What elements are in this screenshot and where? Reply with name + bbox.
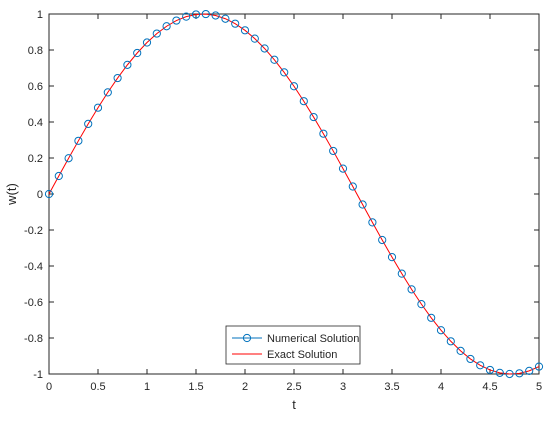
- numerical-solution-point: [133, 48, 142, 58]
- numerical-solution-point: [466, 354, 475, 364]
- numerical-solution-point: [319, 129, 328, 138]
- numerical-solution-point: [348, 182, 357, 191]
- numerical-solution-point: [152, 29, 161, 38]
- numerical-solution-point: [456, 346, 465, 355]
- numerical-solution-point: [74, 136, 83, 145]
- numerical-solution-point: [515, 369, 524, 378]
- numerical-solution-point: [231, 19, 240, 28]
- x-tick-label: 1.5: [188, 381, 203, 393]
- numerical-solution-point: [397, 269, 406, 278]
- numerical-solution-point: [299, 97, 308, 106]
- numerical-solution-point: [172, 16, 181, 25]
- numerical-solution-point: [378, 235, 387, 245]
- y-tick-label: -0.8: [24, 333, 43, 345]
- numerical-solution-point: [84, 119, 93, 129]
- numerical-solution-point: [309, 112, 318, 122]
- x-tick-label: 0.5: [90, 381, 105, 393]
- x-tick-label: 4: [438, 381, 444, 393]
- numerical-solution-point: [289, 82, 299, 91]
- numerical-solution-point: [368, 218, 377, 227]
- numerical-solution-point: [201, 9, 210, 19]
- numerical-solution-point: [338, 164, 348, 173]
- numerical-solution-point: [64, 154, 73, 163]
- numerical-solution-point: [525, 366, 534, 375]
- numerical-solution-point: [142, 38, 152, 47]
- x-tick-label: 0: [46, 381, 52, 393]
- y-axis-label: w(t): [4, 183, 19, 206]
- numerical-solution-point: [417, 300, 426, 309]
- y-tick-label: -0.6: [24, 297, 43, 309]
- exact-solution-line: [48, 13, 540, 375]
- y-tick-label: 1: [37, 9, 43, 21]
- numerical-solution-point: [103, 88, 112, 97]
- legend-marker-numerical: [242, 333, 252, 343]
- numerical-solution-point: [476, 361, 485, 370]
- y-tick-label: 0.8: [28, 45, 43, 57]
- numerical-solution-point: [495, 368, 504, 377]
- numerical-solution-point: [505, 369, 514, 379]
- numerical-solution-point: [446, 337, 455, 346]
- numerical-solution-point: [358, 200, 367, 209]
- x-tick-label: 4.5: [482, 381, 497, 393]
- x-tick-label: 2.5: [286, 381, 301, 393]
- numerical-solution-point: [534, 362, 544, 371]
- numerical-solution-point: [162, 22, 171, 31]
- numerical-solution-point: [260, 44, 269, 53]
- numerical-solution-point: [329, 146, 338, 156]
- x-axis-label: t: [292, 397, 296, 412]
- numerical-solution-point: [191, 10, 201, 19]
- x-tick-label: 5: [536, 381, 542, 393]
- numerical-solution-point: [485, 365, 495, 375]
- y-tick-label: 0.6: [28, 81, 43, 93]
- y-tick-label: -0.2: [24, 225, 43, 237]
- y-tick-label: -0.4: [24, 261, 43, 273]
- legend-box: [225, 325, 361, 365]
- x-tick-label: 3: [340, 381, 346, 393]
- numerical-solution-point: [280, 68, 289, 77]
- numerical-solution-point: [407, 285, 416, 294]
- numerical-solution-point: [221, 14, 230, 23]
- numerical-solution-point: [436, 326, 446, 335]
- numerical-solution-point: [427, 313, 436, 322]
- legend-label-exact: Exact Solution: [267, 349, 337, 361]
- numerical-solution-point: [270, 55, 279, 64]
- plot-area: [44, 9, 544, 379]
- y-tick-label: 0.4: [28, 117, 43, 129]
- numerical-solution-point: [240, 26, 250, 35]
- numerical-solution-point: [93, 103, 103, 112]
- legend-label-numerical: Numerical Solution: [267, 333, 359, 345]
- legend: Numerical Solution Exact Solution: [225, 325, 361, 365]
- numerical-solution-point: [123, 60, 132, 69]
- y-tick-label: 0: [37, 189, 43, 201]
- x-tick-label: 3.5: [384, 381, 399, 393]
- numerical-solution-point: [54, 171, 63, 181]
- numerical-solution-point: [211, 11, 220, 20]
- plot-box: [48, 13, 540, 375]
- numerical-solution-point: [182, 12, 191, 21]
- numerical-solution-point: [387, 253, 397, 262]
- y-tick-label: 0.2: [28, 153, 43, 165]
- axes: 0 0.5 1 1.5 2 2.5 3 3.5 4 4.5 5 -1 -0.8 -0.6 -0.4 -0.2 0…: [24, 9, 542, 393]
- numerical-solution-point: [113, 73, 122, 83]
- x-tick-label: 1: [144, 381, 150, 393]
- numerical-solution-point: [250, 34, 259, 43]
- x-tick-label: 2: [242, 381, 248, 393]
- numerical-solution-point: [44, 189, 54, 199]
- y-tick-label: -1: [33, 369, 43, 381]
